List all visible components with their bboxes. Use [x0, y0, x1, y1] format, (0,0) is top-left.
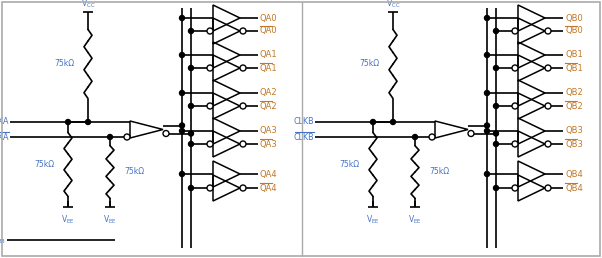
Circle shape [468, 131, 474, 136]
Circle shape [188, 66, 193, 70]
Circle shape [207, 28, 213, 34]
Circle shape [85, 119, 90, 125]
Text: CLKB: CLKB [293, 117, 314, 126]
Circle shape [240, 141, 246, 147]
Text: QB0: QB0 [565, 27, 583, 36]
Circle shape [512, 65, 518, 71]
Circle shape [545, 103, 551, 109]
Text: 75kΩ: 75kΩ [359, 60, 379, 69]
Text: V$_{\rm EE}$: V$_{\rm EE}$ [61, 214, 75, 227]
Text: 75kΩ: 75kΩ [339, 160, 359, 169]
Circle shape [545, 65, 551, 71]
Circle shape [512, 103, 518, 109]
Circle shape [494, 186, 498, 190]
Text: CLKA: CLKA [0, 133, 9, 141]
Circle shape [494, 28, 498, 34]
Text: QA0: QA0 [260, 13, 278, 22]
Circle shape [512, 28, 518, 34]
Circle shape [429, 134, 435, 140]
Circle shape [188, 186, 193, 190]
Circle shape [485, 15, 489, 20]
Text: V$_{\rm BB}$: V$_{\rm BB}$ [0, 234, 6, 246]
Circle shape [512, 141, 518, 147]
Circle shape [494, 141, 498, 147]
Circle shape [545, 185, 551, 191]
Circle shape [391, 119, 396, 125]
Text: V$_{\rm CC}$: V$_{\rm CC}$ [81, 0, 95, 10]
Text: QA1: QA1 [260, 51, 278, 60]
Text: QA1: QA1 [260, 63, 278, 72]
Text: QA4: QA4 [260, 183, 278, 192]
Circle shape [207, 103, 213, 109]
Text: QB0: QB0 [565, 13, 583, 22]
Circle shape [188, 103, 193, 109]
Text: QA0: QA0 [260, 27, 278, 36]
Text: 75kΩ: 75kΩ [54, 60, 74, 69]
Text: 75kΩ: 75kΩ [124, 167, 144, 176]
Circle shape [179, 172, 184, 176]
Text: QA3: QA3 [260, 126, 278, 135]
Text: QB2: QB2 [565, 101, 583, 110]
Circle shape [545, 28, 551, 34]
Circle shape [240, 103, 246, 109]
Circle shape [485, 91, 489, 95]
Text: QB3: QB3 [565, 126, 583, 135]
Circle shape [485, 52, 489, 58]
Circle shape [240, 65, 246, 71]
Text: QA4: QA4 [260, 170, 278, 179]
Text: QB1: QB1 [565, 51, 583, 60]
Circle shape [188, 131, 193, 136]
Text: QA2: QA2 [260, 101, 278, 110]
Circle shape [188, 28, 193, 34]
Circle shape [207, 141, 213, 147]
Circle shape [108, 134, 113, 140]
Text: 75kΩ: 75kΩ [34, 160, 54, 169]
Circle shape [179, 91, 184, 95]
Circle shape [163, 131, 169, 136]
Circle shape [179, 15, 184, 20]
Text: V$_{\rm CC}$: V$_{\rm CC}$ [386, 0, 400, 10]
Circle shape [179, 52, 184, 58]
Circle shape [485, 128, 489, 133]
Circle shape [485, 172, 489, 176]
Text: QA2: QA2 [260, 88, 278, 98]
Circle shape [66, 119, 70, 125]
Circle shape [188, 141, 193, 147]
Text: QA3: QA3 [260, 140, 278, 149]
Text: QB4: QB4 [565, 183, 583, 192]
Circle shape [485, 123, 489, 128]
Circle shape [240, 28, 246, 34]
Circle shape [124, 134, 130, 140]
Text: QB3: QB3 [565, 140, 583, 149]
Text: QB4: QB4 [565, 170, 583, 179]
Text: CLKA: CLKA [0, 117, 9, 126]
Circle shape [207, 65, 213, 71]
Circle shape [412, 134, 418, 140]
Text: V$_{\rm EE}$: V$_{\rm EE}$ [103, 214, 117, 227]
Text: QB2: QB2 [565, 88, 583, 98]
Circle shape [512, 185, 518, 191]
Circle shape [179, 123, 184, 128]
Text: V$_{\rm EE}$: V$_{\rm EE}$ [408, 214, 422, 227]
Circle shape [494, 66, 498, 70]
Circle shape [494, 103, 498, 109]
Circle shape [494, 131, 498, 136]
Circle shape [179, 128, 184, 133]
Text: V$_{\rm EE}$: V$_{\rm EE}$ [366, 214, 380, 227]
Circle shape [207, 185, 213, 191]
Text: CLKB: CLKB [293, 133, 314, 141]
Circle shape [240, 185, 246, 191]
Circle shape [370, 119, 376, 125]
Circle shape [545, 141, 551, 147]
Text: 75kΩ: 75kΩ [429, 167, 449, 176]
Text: QB1: QB1 [565, 63, 583, 72]
